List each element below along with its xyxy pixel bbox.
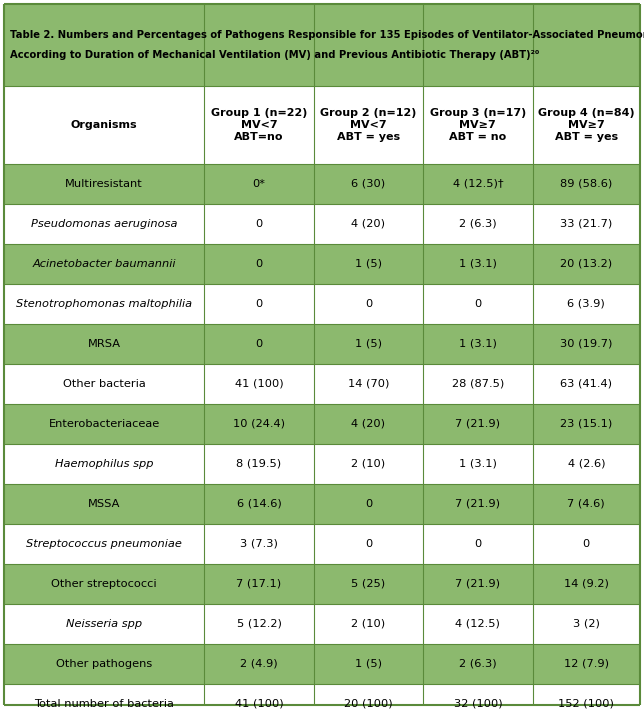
Bar: [204, 204, 314, 244]
Text: Neisseria spp: Neisseria spp: [66, 619, 142, 629]
Bar: [423, 364, 533, 404]
Text: 30 (19.7): 30 (19.7): [560, 339, 612, 349]
Bar: [314, 164, 423, 204]
Bar: [314, 284, 423, 324]
Text: Stenotrophomonas maltophilia: Stenotrophomonas maltophilia: [16, 299, 192, 309]
Bar: [533, 364, 640, 404]
Text: Organisms: Organisms: [71, 120, 137, 130]
Bar: [204, 244, 314, 284]
Bar: [423, 564, 533, 604]
Bar: [533, 404, 640, 444]
Text: 0: 0: [583, 539, 590, 549]
Text: 152 (100): 152 (100): [558, 699, 614, 709]
Text: Group 3 (n=17)
MV≥7
ABT = no: Group 3 (n=17) MV≥7 ABT = no: [430, 108, 526, 142]
Bar: [204, 684, 314, 709]
Text: 0: 0: [256, 259, 263, 269]
Text: 1 (5): 1 (5): [355, 659, 382, 669]
Text: 2 (4.9): 2 (4.9): [240, 659, 278, 669]
Bar: [533, 444, 640, 484]
Bar: [314, 524, 423, 564]
Bar: [423, 244, 533, 284]
Text: 0: 0: [365, 299, 372, 309]
Text: 6 (30): 6 (30): [352, 179, 386, 189]
Text: Group 1 (n=22)
MV<7
ABT=no: Group 1 (n=22) MV<7 ABT=no: [211, 108, 307, 142]
Text: 20 (13.2): 20 (13.2): [560, 259, 612, 269]
Text: 10 (24.4): 10 (24.4): [233, 419, 285, 429]
Bar: [533, 484, 640, 524]
Text: Other streptococci: Other streptococci: [52, 579, 157, 589]
Text: 1 (3.1): 1 (3.1): [459, 259, 497, 269]
Text: According to Duration of Mechanical Ventilation (MV) and Previous Antibiotic The: According to Duration of Mechanical Vent…: [10, 50, 539, 60]
Text: 1 (5): 1 (5): [355, 339, 382, 349]
Text: 1 (3.1): 1 (3.1): [459, 339, 497, 349]
Text: 0: 0: [256, 299, 263, 309]
Text: 0: 0: [256, 339, 263, 349]
Text: 5 (25): 5 (25): [352, 579, 386, 589]
Text: 41 (100): 41 (100): [234, 379, 283, 389]
Text: 0*: 0*: [252, 179, 265, 189]
Text: 0: 0: [256, 219, 263, 229]
Text: Acinetobacter baumannii: Acinetobacter baumannii: [32, 259, 176, 269]
Bar: [423, 444, 533, 484]
Text: 4 (20): 4 (20): [352, 419, 385, 429]
Text: 12 (7.9): 12 (7.9): [564, 659, 609, 669]
Text: 1 (3.1): 1 (3.1): [459, 459, 497, 469]
Bar: [4, 164, 204, 204]
Bar: [533, 684, 640, 709]
Text: 32 (100): 32 (100): [453, 699, 502, 709]
Bar: [314, 204, 423, 244]
Bar: [204, 164, 314, 204]
Text: MSSA: MSSA: [88, 499, 120, 509]
Bar: [533, 164, 640, 204]
Bar: [423, 524, 533, 564]
Bar: [204, 604, 314, 644]
Text: Pseudomonas aeruginosa: Pseudomonas aeruginosa: [31, 219, 177, 229]
Text: Multiresistant: Multiresistant: [65, 179, 143, 189]
Text: Other pathogens: Other pathogens: [56, 659, 152, 669]
Text: 4 (2.6): 4 (2.6): [567, 459, 605, 469]
Bar: [204, 644, 314, 684]
Bar: [4, 284, 204, 324]
Bar: [423, 404, 533, 444]
Bar: [314, 364, 423, 404]
Text: 2 (10): 2 (10): [352, 619, 386, 629]
Bar: [314, 484, 423, 524]
Bar: [4, 684, 204, 709]
Bar: [4, 404, 204, 444]
Bar: [204, 444, 314, 484]
Text: 8 (19.5): 8 (19.5): [236, 459, 281, 469]
Text: 3 (2): 3 (2): [573, 619, 600, 629]
Text: 7 (21.9): 7 (21.9): [455, 499, 500, 509]
Bar: [423, 684, 533, 709]
Bar: [314, 644, 423, 684]
Text: Group 2 (n=12)
MV<7
ABT = yes: Group 2 (n=12) MV<7 ABT = yes: [320, 108, 417, 142]
Bar: [4, 86, 640, 164]
Bar: [533, 564, 640, 604]
Text: 2 (6.3): 2 (6.3): [459, 659, 497, 669]
Text: 6 (3.9): 6 (3.9): [567, 299, 605, 309]
Bar: [533, 324, 640, 364]
Bar: [533, 644, 640, 684]
Text: 0: 0: [365, 499, 372, 509]
Text: 14 (70): 14 (70): [348, 379, 389, 389]
Text: 4 (12.5)†: 4 (12.5)†: [453, 179, 503, 189]
Text: Total number of bacteria: Total number of bacteria: [34, 699, 174, 709]
Text: 7 (21.9): 7 (21.9): [455, 419, 500, 429]
Text: 7 (4.6): 7 (4.6): [567, 499, 605, 509]
Text: 3 (7.3): 3 (7.3): [240, 539, 278, 549]
Text: Other bacteria: Other bacteria: [63, 379, 146, 389]
Text: 4 (12.5): 4 (12.5): [455, 619, 500, 629]
Bar: [204, 404, 314, 444]
Bar: [4, 484, 204, 524]
Text: Group 4 (n=84)
MV≥7
ABT = yes: Group 4 (n=84) MV≥7 ABT = yes: [538, 108, 634, 142]
Bar: [4, 4, 640, 86]
Text: 20 (100): 20 (100): [344, 699, 393, 709]
Bar: [204, 564, 314, 604]
Bar: [423, 484, 533, 524]
Bar: [423, 604, 533, 644]
Text: 28 (87.5): 28 (87.5): [451, 379, 504, 389]
Text: 1 (5): 1 (5): [355, 259, 382, 269]
Text: MRSA: MRSA: [88, 339, 120, 349]
Bar: [423, 204, 533, 244]
Bar: [423, 164, 533, 204]
